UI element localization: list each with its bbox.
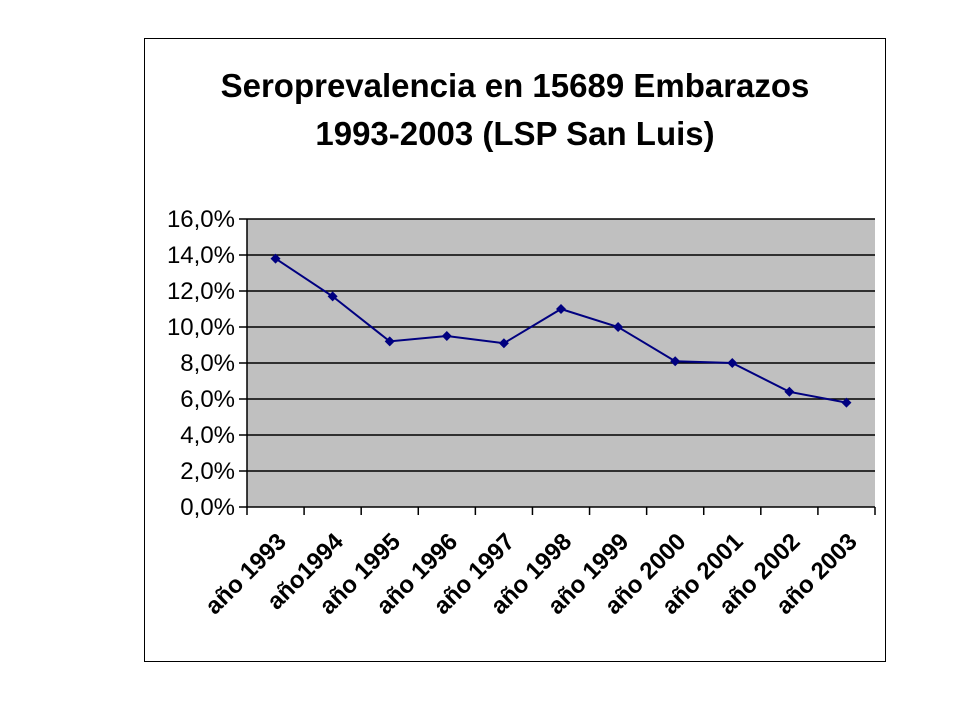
y-axis-tick-labels: 0,0% 2,0% 4,0% 6,0% 8,0% 10,0% 12,0% 14,0% 16,0% [167,206,235,521]
data-point-marker [384,336,395,347]
y-tick-label: 6,0% [180,386,235,413]
data-point-marker [784,386,795,397]
data-point-marker [270,253,281,264]
y-tick-label: 12,0% [167,278,235,305]
chart-title: Seroprevalencia en 15689 Embarazos 1993-… [144,62,886,158]
y-tick-label: 4,0% [180,422,235,449]
chart-title-line-1: Seroprevalencia en 15689 Embarazos [220,67,810,104]
data-point-marker [670,356,681,367]
y-tick-label: 0,0% [180,494,235,521]
y-tick-label: 14,0% [167,242,235,269]
data-point-marker [441,331,452,341]
data-point-marker [613,322,624,332]
y-tick-label: 2,0% [180,458,235,485]
data-point-marker [327,291,338,302]
data-point-marker [498,338,509,349]
data-point-marker [841,397,852,408]
axes [239,218,876,515]
chart-title-line-2: 1993-2003 (LSP San Luis) [315,115,715,152]
data-series [270,253,852,408]
y-tick-label: 16,0% [167,206,235,233]
data-point-marker [556,304,566,314]
y-tick-label: 10,0% [167,314,235,341]
gridlines [247,218,875,472]
y-tick-label: 8,0% [180,350,235,377]
data-point-marker [727,358,738,368]
